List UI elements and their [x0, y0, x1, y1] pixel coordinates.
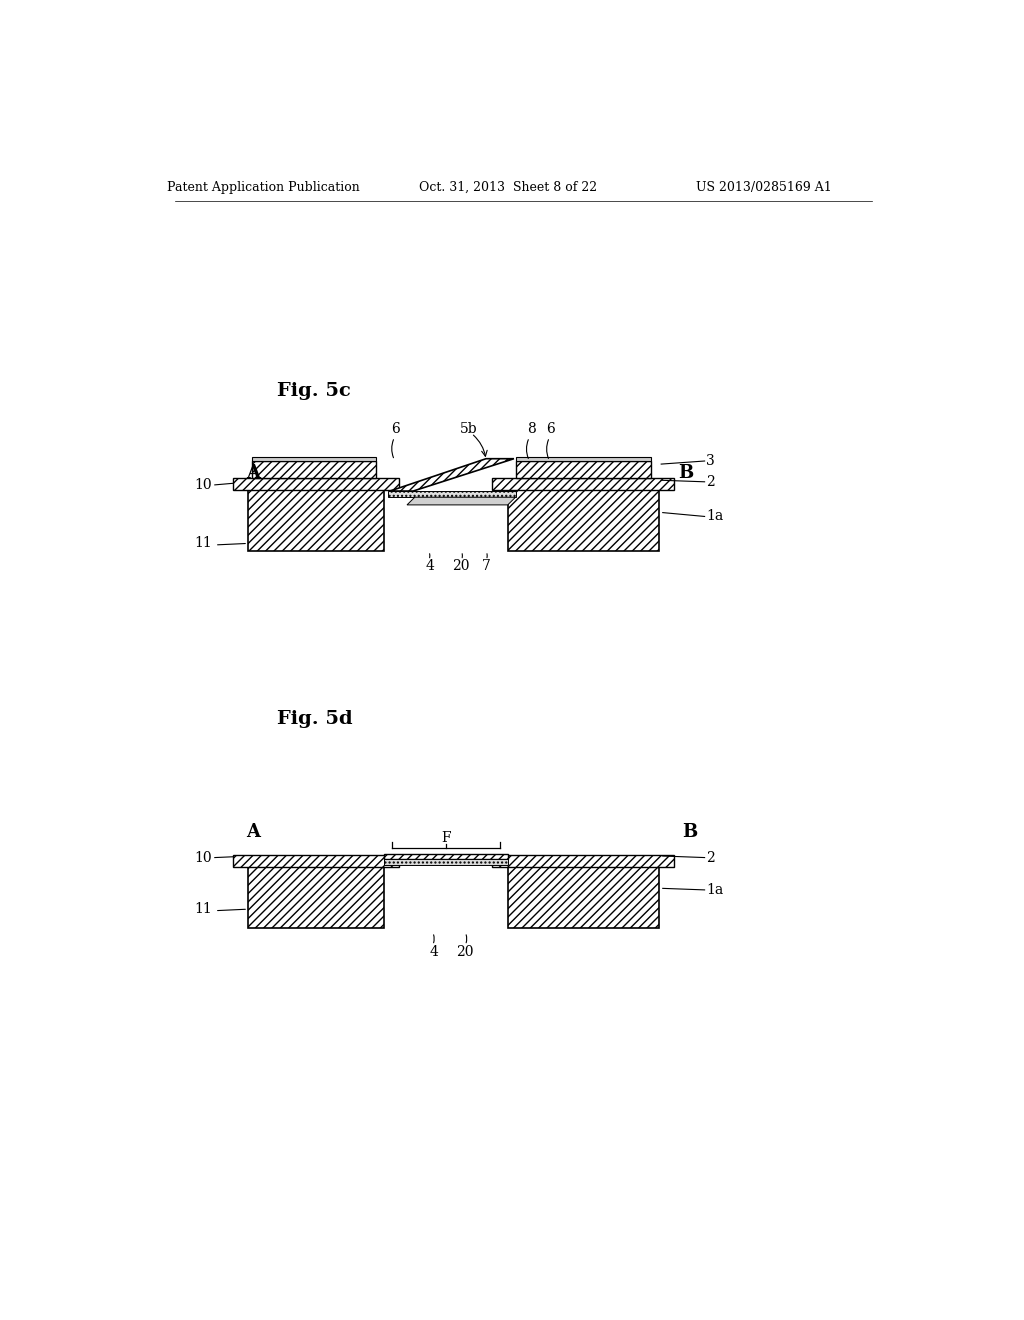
Bar — [508, 490, 658, 552]
Text: A: A — [246, 463, 260, 482]
Bar — [232, 855, 399, 867]
Text: 4: 4 — [430, 945, 438, 958]
Text: 10: 10 — [195, 478, 212, 492]
Text: 3: 3 — [707, 454, 715, 469]
Bar — [493, 855, 675, 867]
Text: 20: 20 — [457, 945, 474, 958]
Bar — [252, 457, 376, 461]
Text: B: B — [682, 824, 697, 841]
Polygon shape — [384, 859, 508, 866]
Bar — [515, 457, 651, 461]
Text: 1a: 1a — [707, 883, 723, 896]
Bar — [248, 867, 384, 928]
Text: 5b: 5b — [460, 422, 478, 437]
Text: 10: 10 — [195, 850, 212, 865]
Bar — [508, 867, 658, 928]
Text: 4: 4 — [426, 560, 434, 573]
Bar — [493, 478, 675, 490]
Bar — [248, 490, 384, 552]
Polygon shape — [388, 491, 515, 498]
Text: Oct. 31, 2013  Sheet 8 of 22: Oct. 31, 2013 Sheet 8 of 22 — [419, 181, 597, 194]
Text: 8: 8 — [526, 422, 536, 437]
Bar — [515, 461, 651, 478]
Text: A: A — [246, 824, 260, 841]
Text: 6: 6 — [546, 422, 555, 437]
Text: F: F — [441, 832, 451, 845]
Text: 11: 11 — [194, 536, 212, 550]
Bar — [232, 478, 399, 490]
Text: 20: 20 — [453, 560, 470, 573]
Text: Fig. 5c: Fig. 5c — [276, 381, 350, 400]
Text: Patent Application Publication: Patent Application Publication — [167, 181, 360, 194]
Text: Fig. 5d: Fig. 5d — [276, 710, 352, 727]
Text: 6: 6 — [391, 422, 399, 437]
Text: 1a: 1a — [707, 510, 723, 524]
Polygon shape — [384, 854, 508, 859]
Polygon shape — [407, 498, 515, 506]
Bar — [252, 461, 376, 478]
Text: 2: 2 — [707, 850, 715, 865]
Text: 7: 7 — [481, 560, 490, 573]
Text: 11: 11 — [194, 902, 212, 916]
Text: 2: 2 — [707, 475, 715, 488]
Text: B: B — [678, 463, 693, 482]
Text: US 2013/0285169 A1: US 2013/0285169 A1 — [695, 181, 831, 194]
Polygon shape — [390, 459, 514, 491]
